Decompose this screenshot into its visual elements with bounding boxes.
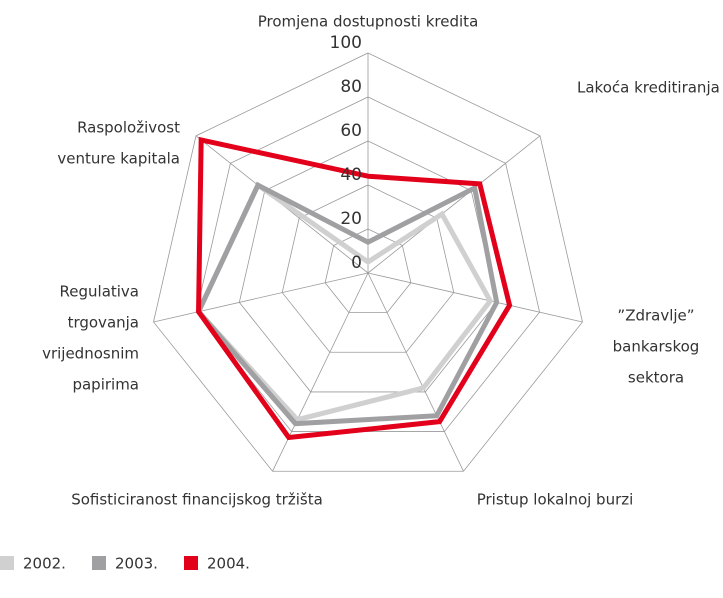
axis-spoke	[153, 272, 369, 323]
legend-swatch	[184, 556, 198, 570]
category-label: Regulativa	[60, 283, 139, 301]
legend-swatch	[92, 556, 106, 570]
category-label: bankarskog	[613, 338, 700, 356]
legend-label: 2003.	[115, 555, 158, 573]
category-label: Sofisticiranost financijskog tržišta	[71, 491, 323, 509]
r-tick-label: 60	[340, 121, 362, 141]
category-label: Lakoća kreditiranja	[577, 79, 720, 97]
axis-spoke	[367, 272, 583, 323]
r-tick-label: 20	[340, 209, 362, 229]
grid-ring	[238, 140, 498, 393]
grid-ring	[281, 184, 455, 353]
r-tick-label: 100	[330, 33, 362, 53]
category-label: Raspoloživost	[77, 119, 180, 137]
legend-label: 2002.	[23, 555, 66, 573]
category-label: Pristup lokalnoj burzi	[477, 491, 634, 509]
category-label: sektora	[628, 369, 684, 387]
legend-swatch	[0, 556, 14, 570]
category-label: Promjena dostupnosti kredita	[258, 13, 479, 31]
category-label: trgovanja	[68, 314, 139, 332]
category-label: vrijednosnim	[42, 345, 139, 363]
category-label: ”Zdravlje”	[617, 307, 694, 325]
series-line	[195, 181, 500, 427]
axis-spoke	[367, 272, 464, 472]
grid-ring	[324, 228, 412, 314]
r-tick-label: 40	[340, 165, 362, 185]
legend-label: 2004.	[207, 555, 250, 573]
r-tick-label: 0	[351, 253, 362, 273]
series-line	[196, 136, 513, 441]
r-tick-label: 80	[340, 77, 362, 97]
grid-ring	[153, 52, 583, 472]
axis-spoke	[272, 272, 369, 472]
category-label: papirima	[72, 376, 139, 394]
category-label: venture kapitala	[57, 150, 180, 168]
axis-spoke	[367, 135, 541, 274]
